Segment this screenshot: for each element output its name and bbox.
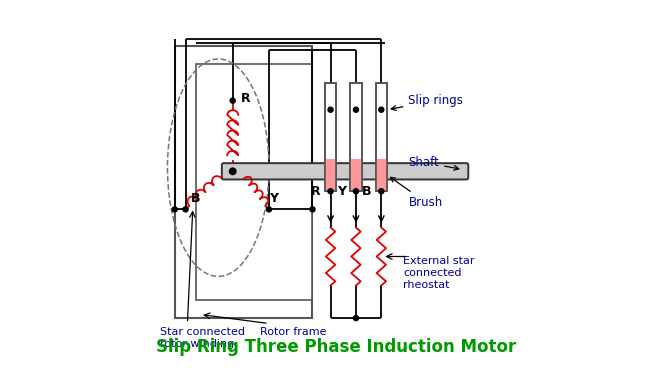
Circle shape xyxy=(353,189,358,194)
Bar xyxy=(325,82,337,191)
Bar xyxy=(175,46,312,318)
Bar xyxy=(376,159,387,191)
Circle shape xyxy=(172,207,177,212)
Bar xyxy=(376,82,387,191)
Bar xyxy=(196,64,312,300)
Circle shape xyxy=(379,189,384,194)
Text: B: B xyxy=(191,192,200,205)
Bar xyxy=(350,159,362,191)
Circle shape xyxy=(353,316,358,321)
Bar xyxy=(325,159,337,191)
Circle shape xyxy=(230,98,235,103)
Circle shape xyxy=(229,168,236,174)
Text: Slip rings: Slip rings xyxy=(391,94,464,110)
Circle shape xyxy=(353,107,358,112)
Text: External star
connected
rheostat: External star connected rheostat xyxy=(403,256,474,290)
Bar xyxy=(376,82,387,191)
Text: Brush: Brush xyxy=(390,177,443,209)
Text: Y: Y xyxy=(337,185,346,198)
Text: R: R xyxy=(241,92,250,105)
Text: Rotor frame: Rotor frame xyxy=(260,327,327,337)
Circle shape xyxy=(183,207,188,212)
Circle shape xyxy=(310,207,315,212)
FancyBboxPatch shape xyxy=(222,163,468,180)
Text: Shaft: Shaft xyxy=(409,156,459,170)
Text: Slip Ring Three Phase Induction Motor: Slip Ring Three Phase Induction Motor xyxy=(156,338,516,356)
Text: B: B xyxy=(362,185,371,198)
Text: R: R xyxy=(310,185,321,198)
Text: Y: Y xyxy=(269,192,278,205)
Circle shape xyxy=(328,189,333,194)
Text: Star connected
rotor winding: Star connected rotor winding xyxy=(160,327,245,349)
Circle shape xyxy=(379,107,384,112)
Bar xyxy=(350,82,362,191)
Circle shape xyxy=(328,107,333,112)
Bar xyxy=(325,82,337,191)
Bar xyxy=(350,82,362,191)
Circle shape xyxy=(266,207,271,212)
